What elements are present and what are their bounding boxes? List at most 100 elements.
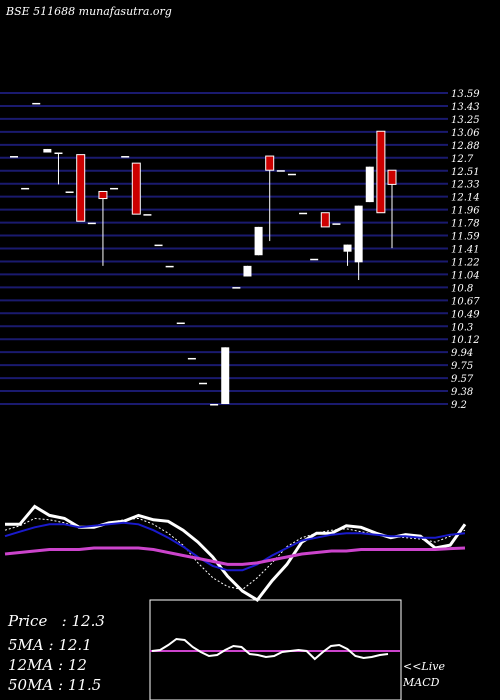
y-tick-label: 11.41 bbox=[451, 245, 480, 256]
candle-body bbox=[165, 265, 174, 268]
candle bbox=[154, 244, 163, 247]
candle-body bbox=[254, 226, 263, 256]
candle bbox=[221, 347, 230, 404]
candle-body bbox=[87, 222, 96, 225]
candle bbox=[87, 222, 96, 225]
candle bbox=[110, 187, 119, 190]
y-tick-label: 12.14 bbox=[451, 193, 480, 204]
candle bbox=[287, 173, 296, 176]
candle bbox=[210, 404, 219, 406]
candle-body bbox=[110, 187, 119, 190]
y-tick-label: 12.88 bbox=[451, 141, 480, 152]
candle-body bbox=[10, 156, 18, 158]
y-tick-label: 12.33 bbox=[451, 180, 480, 191]
y-tick-label: 11.04 bbox=[451, 270, 480, 281]
y-tick-label: 11.22 bbox=[451, 257, 480, 268]
macd-label: MACD bbox=[403, 676, 440, 689]
candle bbox=[187, 357, 196, 360]
candle-body bbox=[232, 287, 241, 289]
price-grid bbox=[0, 92, 448, 405]
candle bbox=[21, 187, 30, 190]
candle bbox=[232, 287, 241, 289]
candle-body bbox=[299, 212, 308, 215]
candle-body bbox=[332, 223, 341, 225]
candle bbox=[165, 265, 174, 268]
candle bbox=[320, 212, 330, 228]
candle bbox=[43, 148, 52, 153]
candle bbox=[98, 190, 108, 266]
candle-body bbox=[199, 382, 207, 385]
candle bbox=[32, 102, 41, 105]
candle-body bbox=[287, 173, 296, 176]
candle bbox=[131, 162, 141, 215]
candle-body bbox=[176, 322, 185, 325]
candle-body bbox=[65, 191, 74, 193]
price-label: Price bbox=[8, 612, 48, 630]
ma12-label: 12MA bbox=[8, 656, 54, 674]
y-tick-label: 10.12 bbox=[451, 335, 480, 346]
y-tick-label: 11.96 bbox=[451, 206, 480, 217]
y-tick-label: 10.67 bbox=[451, 296, 480, 307]
candle-body bbox=[32, 102, 41, 105]
candle-body bbox=[210, 404, 219, 406]
candle bbox=[65, 191, 74, 193]
candle bbox=[176, 322, 185, 325]
candle-body bbox=[221, 347, 230, 404]
ma12-value: 12 bbox=[67, 656, 87, 674]
candle-body bbox=[376, 130, 386, 214]
candle-body bbox=[21, 187, 30, 190]
candle bbox=[143, 214, 152, 216]
y-tick-label: 13.06 bbox=[451, 128, 480, 139]
y-tick-label: 12.7 bbox=[451, 154, 474, 165]
y-tick-label: 13.59 bbox=[451, 89, 480, 100]
y-tick-label: 9.2 bbox=[451, 400, 467, 411]
macd-panel bbox=[150, 637, 400, 661]
candle-body bbox=[121, 156, 130, 158]
candle bbox=[310, 258, 319, 261]
candle-body bbox=[43, 148, 52, 153]
candle bbox=[343, 244, 352, 266]
candle bbox=[365, 166, 374, 203]
candle-body bbox=[265, 155, 275, 171]
candle bbox=[10, 156, 18, 158]
macd-line bbox=[151, 637, 389, 661]
candle-body bbox=[310, 258, 319, 261]
candle-body bbox=[354, 205, 363, 263]
macd-live-label: <<Live bbox=[403, 660, 445, 673]
candle bbox=[354, 205, 363, 281]
y-tick-label: 9.38 bbox=[451, 387, 473, 398]
ma-long-line bbox=[4, 546, 466, 566]
y-tick-label: 11.78 bbox=[451, 219, 480, 230]
ma-dotted-line bbox=[4, 517, 466, 591]
candle-body bbox=[98, 190, 108, 200]
y-tick-label: 10.3 bbox=[451, 322, 473, 333]
y-tick-label: 11.59 bbox=[451, 232, 480, 243]
ma50-value: 11.5 bbox=[67, 676, 102, 694]
candle-body bbox=[54, 152, 63, 155]
candle-body bbox=[276, 170, 285, 172]
y-tick-label: 10.49 bbox=[451, 309, 480, 320]
candles bbox=[10, 102, 397, 406]
chart-title: BSE 511688 munafasutra.org bbox=[6, 5, 172, 18]
ma12-readout: 12MA : 12 bbox=[8, 656, 87, 674]
candle-body bbox=[365, 166, 374, 203]
candle bbox=[299, 212, 308, 215]
y-tick-label: 9.94 bbox=[451, 348, 473, 359]
price-axis-ticks: 13.59 13.43 13.25 13.06 12.88 12.7 12.51 12.33 1… bbox=[451, 89, 480, 411]
candle bbox=[243, 265, 252, 277]
ma50-label: 50MA bbox=[8, 676, 54, 694]
candle bbox=[265, 155, 275, 242]
y-tick-label: 9.57 bbox=[451, 374, 474, 385]
candle-body bbox=[143, 214, 152, 216]
candle-body bbox=[387, 169, 397, 185]
ma5-readout: 5MA : 12.1 bbox=[8, 636, 92, 654]
moving-averages bbox=[4, 504, 467, 602]
y-tick-label: 12.51 bbox=[451, 167, 480, 178]
y-tick-label: 9.75 bbox=[451, 361, 473, 372]
candle bbox=[332, 223, 341, 225]
price-readout: Price : 12.3 bbox=[8, 612, 105, 630]
candle-body bbox=[343, 244, 352, 252]
candle-body bbox=[243, 265, 252, 277]
candle-body bbox=[187, 357, 196, 360]
